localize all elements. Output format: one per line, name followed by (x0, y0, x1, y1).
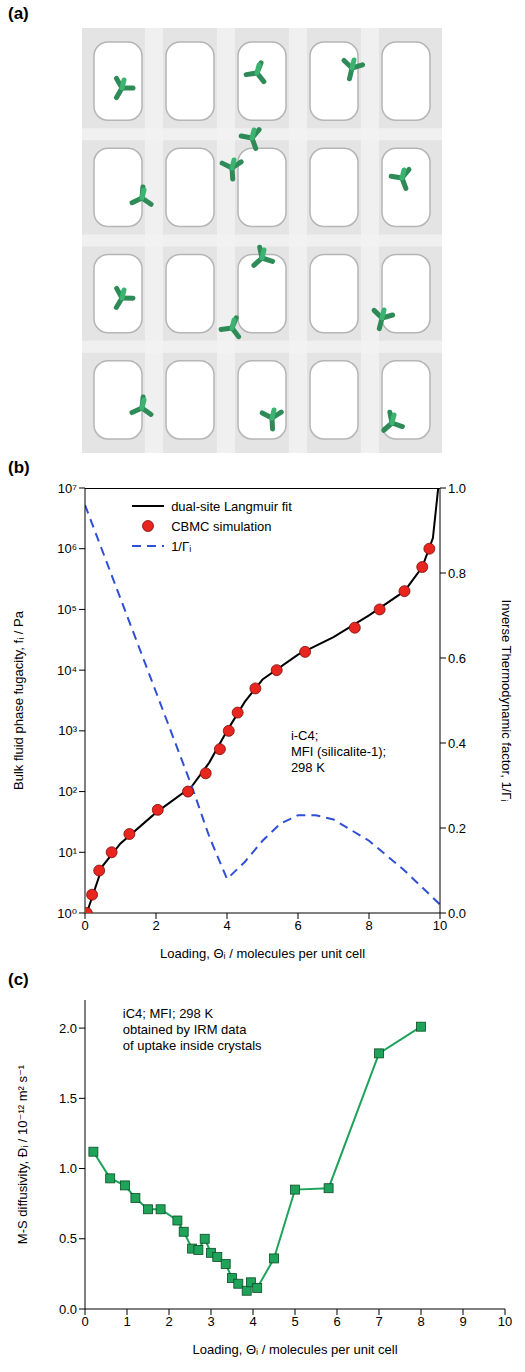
svg-text:0.2: 0.2 (448, 821, 466, 836)
svg-text:2: 2 (165, 1314, 172, 1329)
svg-text:10: 10 (433, 918, 447, 933)
svg-text:Loading, Θᵢ / molecules per un: Loading, Θᵢ / molecules per unit cell (160, 946, 365, 961)
svg-text:0.0: 0.0 (59, 1302, 77, 1317)
svg-text:6: 6 (333, 1314, 340, 1329)
svg-text:10²: 10² (58, 784, 77, 799)
svg-text:1.0: 1.0 (59, 1161, 77, 1176)
svg-text:5: 5 (291, 1314, 298, 1329)
svg-text:Inverse Thermodynamic factor,: Inverse Thermodynamic factor, 1/Γᵢ (499, 600, 514, 802)
svg-text:1: 1 (123, 1314, 130, 1329)
svg-text:8: 8 (365, 918, 372, 933)
html-text:(b): (b) (8, 458, 30, 477)
svg-text:1.0: 1.0 (448, 481, 466, 496)
html-text:(a): (a) (8, 4, 29, 23)
svg-text:0: 0 (81, 1314, 88, 1329)
svg-text:0.4: 0.4 (448, 736, 466, 751)
svg-text:10⁷: 10⁷ (58, 481, 77, 496)
svg-text:0.5: 0.5 (59, 1231, 77, 1246)
svg-text:6: 6 (294, 918, 301, 933)
svg-text:2: 2 (152, 918, 159, 933)
svg-text:10⁵: 10⁵ (57, 602, 77, 617)
html-text:1/Γᵢ: 1/Γᵢ (171, 538, 192, 554)
svg-text:8: 8 (417, 1314, 424, 1329)
svg-text:9: 9 (459, 1314, 466, 1329)
svg-text:0: 0 (81, 918, 88, 933)
html-text:obtained by IRM data: obtained by IRM data (122, 1022, 247, 1037)
html-text:dual-site Langmuir fit: dual-site Langmuir fit (171, 498, 292, 514)
html-text:CBMC simulation: CBMC simulation (171, 518, 272, 534)
svg-text:0.6: 0.6 (448, 651, 466, 666)
html-text:298 K: 298 K (290, 760, 325, 775)
svg-text:Bulk fluid phase fugacity, fᵢ: Bulk fluid phase fugacity, fᵢ / Pa (11, 610, 26, 790)
svg-text:10⁶: 10⁶ (57, 541, 77, 556)
svg-text:4: 4 (249, 1314, 256, 1329)
svg-text:0.0: 0.0 (448, 906, 466, 921)
svg-text:10³: 10³ (58, 723, 77, 738)
svg-text:4: 4 (223, 918, 230, 933)
svg-text:0.8: 0.8 (448, 566, 466, 581)
html-text:MFI (silicalite-1);: MFI (silicalite-1); (290, 744, 387, 759)
svg-text:10: 10 (498, 1314, 512, 1329)
svg-text:10¹: 10¹ (58, 845, 77, 860)
svg-text:1.5: 1.5 (59, 1091, 77, 1106)
html-text:iC4; MFI; 298 K: iC4; MFI; 298 K (122, 1006, 214, 1021)
svg-text:M-S diffusivity, Đᵢ / 10⁻¹² m²: M-S diffusivity, Đᵢ / 10⁻¹² m² s⁻¹ (15, 1064, 30, 1244)
svg-text:10⁰: 10⁰ (57, 906, 77, 921)
svg-text:10⁴: 10⁴ (57, 663, 77, 678)
svg-text:7: 7 (375, 1314, 382, 1329)
svg-text:3: 3 (207, 1314, 214, 1329)
html-text:(c): (c) (8, 970, 29, 989)
html-text:of uptake inside crystals: of uptake inside crystals (122, 1038, 262, 1053)
svg-text:Loading, Θᵢ / molecules per un: Loading, Θᵢ / molecules per unit cell (192, 1342, 397, 1357)
svg-text:2.0: 2.0 (59, 1021, 77, 1036)
html-text:i-C4;: i-C4; (290, 728, 319, 743)
